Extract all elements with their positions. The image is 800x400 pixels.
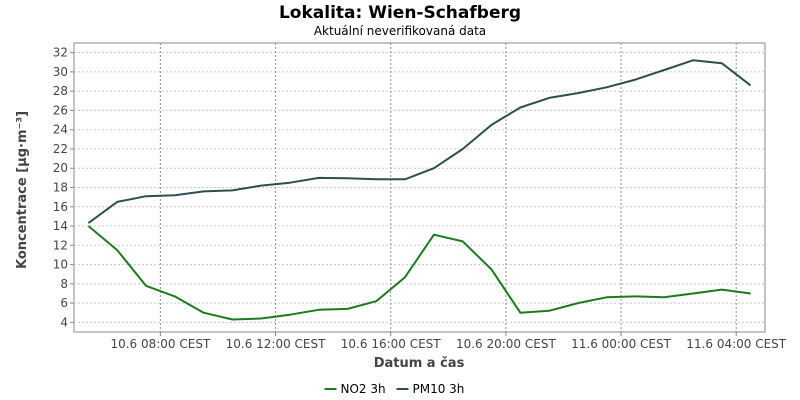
x-tick-label: 10.6 12:00 CEST (226, 337, 327, 351)
x-tick-label: 10.6 08:00 CEST (110, 337, 211, 351)
x-axis-label: Datum a čas (374, 356, 465, 371)
y-tick-label: 22 (53, 142, 68, 156)
y-tick-label: 6 (60, 296, 68, 310)
x-tick-label: 10.6 20:00 CEST (456, 337, 557, 351)
y-tick-label: 10 (53, 258, 68, 272)
y-axis-label: Koncentrace [µg·m⁻³] (15, 111, 30, 269)
y-tick-label: 8 (60, 277, 68, 291)
y-tick-label: 30 (53, 65, 68, 79)
chart-title: Lokalita: Wien-Schafberg (279, 3, 521, 23)
y-tick-label: 16 (53, 200, 68, 214)
y-tick-label: 4 (60, 315, 68, 329)
series-lines (87, 59, 752, 321)
y-tick-label: 24 (53, 123, 68, 137)
y-tick-label: 12 (53, 238, 68, 252)
y-tick-label: 18 (53, 181, 68, 195)
series-line-pm10-3h (87, 59, 752, 224)
legend: NO2 3h PM10 3h (324, 382, 465, 396)
legend-label: NO2 3h (341, 382, 386, 396)
y-tick-label: 26 (53, 103, 68, 117)
y-tick-label: 28 (53, 84, 68, 98)
y-tick-label: 20 (53, 161, 68, 175)
x-tick-label: 11.6 00:00 CEST (571, 337, 672, 351)
ticks: 4 6 8 10 12 14 16 18 20 22 24 26 28 30 32 10.6 08:00 CE… (53, 46, 787, 351)
y-tick-label: 32 (53, 46, 68, 60)
x-tick-label: 10.6 16:00 CEST (341, 337, 442, 351)
x-tick-label: 11.6 04:00 CEST (686, 337, 787, 351)
y-tick-label: 14 (53, 219, 68, 233)
grid (74, 43, 765, 332)
chart-subtitle: Aktuální neverifikovaná data (314, 24, 486, 38)
series-line-no2-3h (87, 225, 751, 321)
legend-label: PM10 3h (413, 382, 465, 396)
